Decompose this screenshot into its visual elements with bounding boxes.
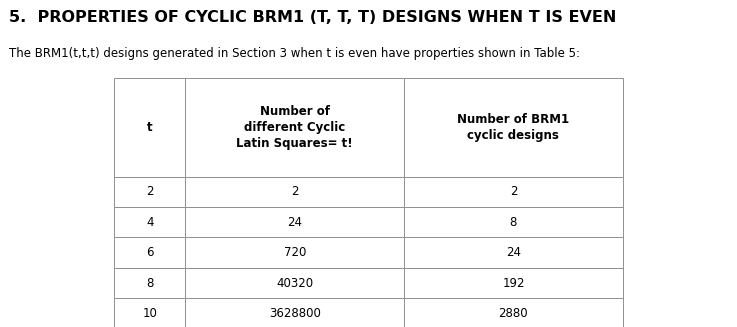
Text: 2: 2 — [510, 185, 517, 198]
Text: Number of BRM1
cyclic designs: Number of BRM1 cyclic designs — [458, 113, 570, 142]
Text: 8: 8 — [146, 277, 153, 289]
Bar — [114, 78, 186, 177]
Bar — [114, 237, 186, 268]
Bar — [114, 177, 186, 207]
Bar — [114, 207, 186, 237]
Text: 3628800: 3628800 — [269, 307, 321, 320]
Text: 2880: 2880 — [499, 307, 528, 320]
Bar — [186, 177, 404, 207]
Bar — [114, 298, 186, 327]
Bar — [114, 268, 186, 298]
Text: Number of
different Cyclic
Latin Squares= t!: Number of different Cyclic Latin Squares… — [237, 105, 353, 150]
Bar — [404, 268, 623, 298]
Bar — [186, 298, 404, 327]
Text: 24: 24 — [506, 246, 521, 259]
Text: 40320: 40320 — [276, 277, 313, 289]
Bar — [404, 207, 623, 237]
Text: 720: 720 — [284, 246, 306, 259]
Text: 4: 4 — [146, 216, 153, 229]
Text: 8: 8 — [510, 216, 517, 229]
Bar — [404, 177, 623, 207]
Text: 2: 2 — [291, 185, 298, 198]
Bar — [186, 268, 404, 298]
Text: 192: 192 — [502, 277, 525, 289]
Text: t: t — [147, 121, 153, 134]
Bar — [186, 207, 404, 237]
Text: 10: 10 — [142, 307, 157, 320]
Bar — [404, 78, 623, 177]
Bar — [404, 298, 623, 327]
Text: 5.  PROPERTIES OF CYCLIC BRM1 (T, T, T) DESIGNS WHEN T IS EVEN: 5. PROPERTIES OF CYCLIC BRM1 (T, T, T) D… — [9, 10, 616, 25]
Text: 24: 24 — [287, 216, 302, 229]
Text: 2: 2 — [146, 185, 153, 198]
Bar — [404, 237, 623, 268]
Bar — [186, 78, 404, 177]
Text: The BRM1(t,t,t) designs generated in Section 3 when t is even have properties sh: The BRM1(t,t,t) designs generated in Sec… — [9, 47, 580, 60]
Text: 6: 6 — [146, 246, 153, 259]
Bar — [186, 237, 404, 268]
